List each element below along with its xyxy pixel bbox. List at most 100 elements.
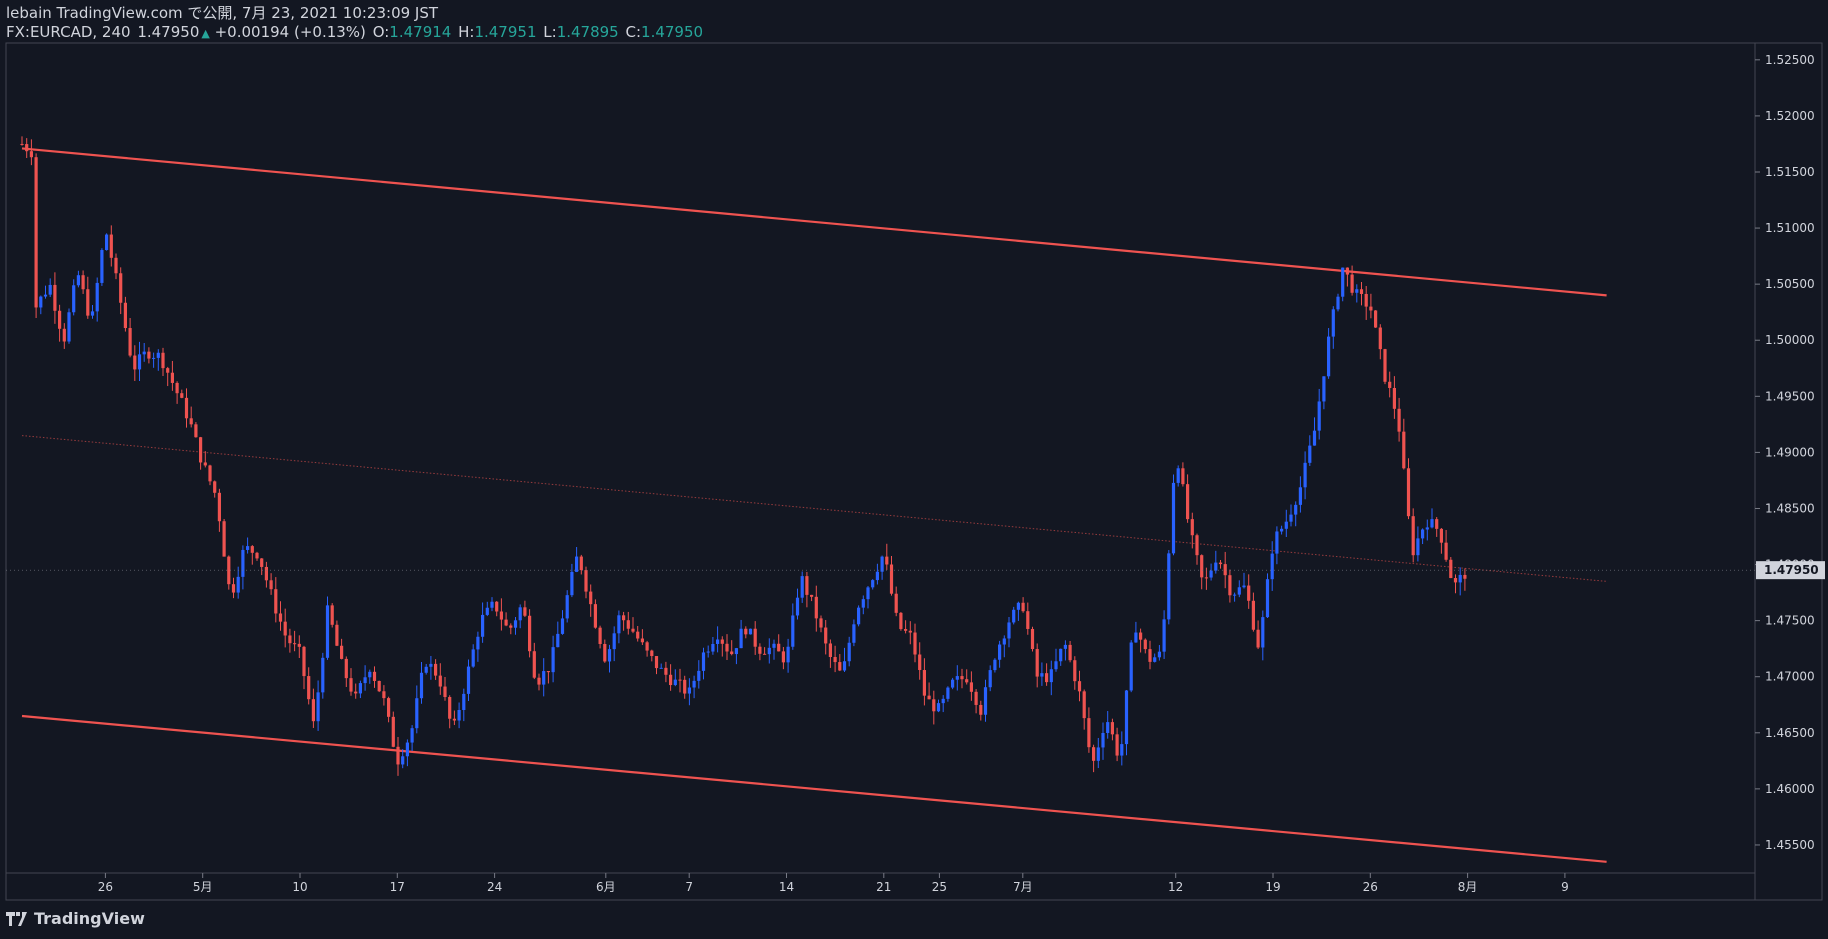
candle-body xyxy=(1073,660,1077,682)
current-price-tag xyxy=(1756,561,1825,580)
candle-body xyxy=(1439,528,1443,543)
candle-body xyxy=(979,704,983,715)
candle-body xyxy=(1383,349,1387,382)
candle-body xyxy=(1007,622,1011,639)
candle-body xyxy=(86,289,90,316)
candle-body xyxy=(1402,431,1406,469)
candle-body xyxy=(645,642,649,651)
candle-body xyxy=(53,284,57,311)
candle-body xyxy=(495,601,499,612)
candle-body xyxy=(443,686,447,698)
candle-body xyxy=(269,580,273,590)
candle-body xyxy=(429,663,433,667)
candle-body xyxy=(448,697,452,719)
candle-body xyxy=(128,328,132,356)
candle-body xyxy=(960,676,964,680)
candle-body xyxy=(946,687,950,699)
candle-body xyxy=(1256,629,1260,648)
time-tick-label: 7月 xyxy=(1013,880,1033,894)
time-tick-label: 10 xyxy=(292,880,307,894)
candle-body xyxy=(965,679,969,683)
candle-body xyxy=(871,580,875,588)
candle-body xyxy=(1195,535,1199,556)
candle-body xyxy=(396,746,400,765)
candle-body xyxy=(1040,673,1044,677)
candle-body xyxy=(744,628,748,635)
candle-body xyxy=(274,589,278,614)
chart-header: lebain TradingView.com で公開, 7月 23, 2021 … xyxy=(6,4,705,43)
candle-body xyxy=(622,615,626,621)
candle-body xyxy=(1026,611,1030,629)
candle-body xyxy=(575,556,579,572)
candle-body xyxy=(880,556,884,572)
candle-body xyxy=(1435,519,1439,529)
candle-body xyxy=(152,357,156,359)
price-tick-label: 1.48500 xyxy=(1765,501,1815,515)
candle-body xyxy=(1059,648,1063,662)
candle-body xyxy=(551,647,555,673)
candle-body xyxy=(1392,387,1396,409)
candle-body xyxy=(603,643,607,662)
candle-body xyxy=(795,597,800,616)
candle-body xyxy=(189,418,193,425)
candle-body xyxy=(1190,519,1194,536)
candle-body xyxy=(1092,747,1096,761)
time-tick-label: 26 xyxy=(1363,880,1378,894)
candle-body xyxy=(1280,528,1284,532)
price-tick-label: 1.52000 xyxy=(1765,109,1815,123)
candle-body xyxy=(1129,642,1133,691)
candle-body xyxy=(983,687,988,715)
candle-body xyxy=(673,679,677,686)
candle-body xyxy=(730,651,734,655)
close-label: C: xyxy=(625,23,642,41)
candle-body xyxy=(692,680,696,688)
candle-body xyxy=(1049,669,1053,683)
candle-body xyxy=(48,284,52,295)
price-tick-label: 1.49500 xyxy=(1765,389,1815,403)
candle-body xyxy=(847,642,851,662)
candle-body xyxy=(476,636,480,650)
candle-body xyxy=(565,595,569,619)
candle-body xyxy=(1421,529,1425,539)
candle-body xyxy=(1120,744,1124,756)
candle-body xyxy=(29,151,33,158)
candle-body xyxy=(1148,649,1152,662)
price-tick-label: 1.46500 xyxy=(1765,726,1815,740)
candle-body xyxy=(90,311,95,316)
candle-body xyxy=(1139,632,1143,640)
candle-body xyxy=(767,647,771,655)
candle-body xyxy=(1336,296,1340,310)
candle-body xyxy=(1176,468,1180,483)
candle-body xyxy=(457,709,461,721)
candle-body xyxy=(485,607,489,615)
time-tick-label: 8月 xyxy=(1458,880,1478,894)
candle-body xyxy=(1016,602,1020,610)
candle-body xyxy=(43,294,48,297)
candle-body xyxy=(180,393,184,398)
candle-body xyxy=(650,650,654,657)
candle-body xyxy=(114,257,118,274)
candle-body xyxy=(1106,722,1110,733)
price-tick-label: 1.47500 xyxy=(1765,614,1815,628)
candle-body xyxy=(39,296,43,308)
candle-body xyxy=(739,628,743,649)
candle-body xyxy=(307,676,311,700)
candle-body xyxy=(1096,747,1100,761)
candle-body xyxy=(1223,564,1227,576)
candle-body xyxy=(640,638,644,643)
candle-body xyxy=(1453,578,1458,583)
candle-body xyxy=(1430,519,1434,528)
change-arrow-icon: ▲ xyxy=(201,27,210,40)
candle-body xyxy=(147,351,151,359)
candle-body xyxy=(349,678,353,692)
candle-body xyxy=(222,521,226,557)
candle-body xyxy=(123,302,127,329)
candle-body xyxy=(678,679,682,681)
candle-body xyxy=(293,643,297,645)
candle-body xyxy=(1265,579,1270,618)
price-tick-label: 1.50000 xyxy=(1765,333,1815,347)
candle-body xyxy=(1068,644,1072,661)
candle-body xyxy=(664,667,668,675)
candle-body xyxy=(1331,309,1335,337)
